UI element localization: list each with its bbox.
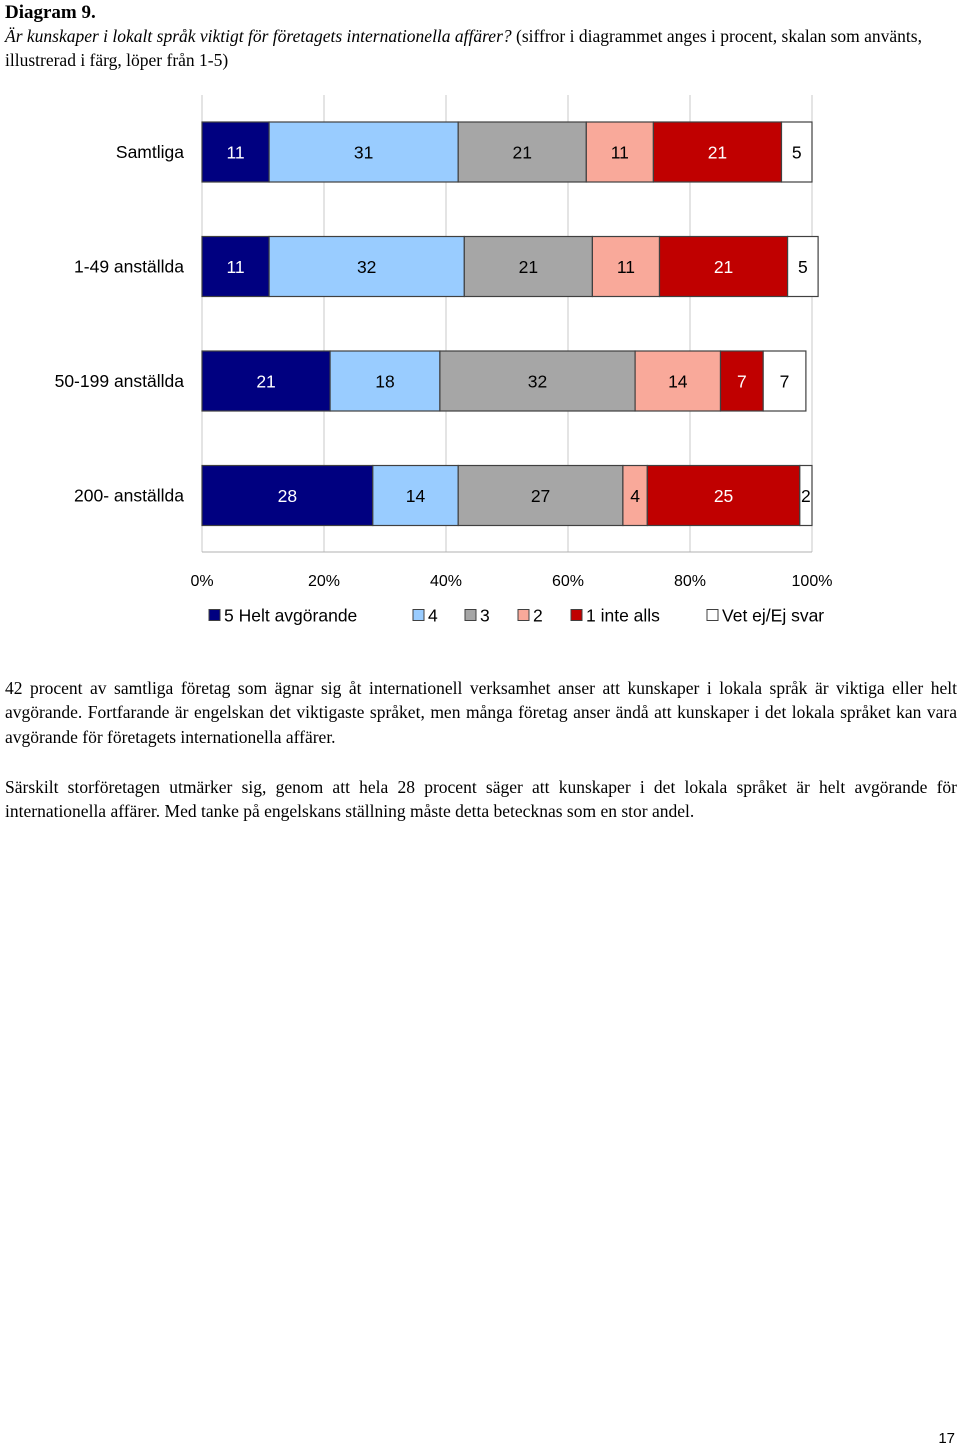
x-tick-label: 80% [674,573,706,590]
bar-segment [585,121,654,183]
bar-segment [799,464,813,527]
bar-segment [652,121,783,183]
legend-label: 5 Helt avgörande [224,606,357,626]
legend-label: 2 [533,606,543,626]
legend-swatch [412,609,425,621]
stacked-bar-chart: Samtliga 11 31 21 11 21 51-49 anställda 11 32 21 1… [55,95,833,626]
data-label: 21 [708,143,727,163]
bar-segment [372,464,459,527]
legend-label: 4 [428,606,438,626]
bar-segment [780,121,813,183]
data-label: 5 [792,143,802,163]
data-label: 11 [611,143,629,163]
body-paragraph-1: 42 procent av samtliga företag som ägnar… [5,677,957,747]
legend-swatch [517,609,530,621]
x-tick-label: 0% [190,573,213,590]
data-label: 5 [798,257,808,277]
x-tick-label: 100% [792,573,833,590]
body-paragraph-2: Särskilt storföretagen utmärker sig, gen… [5,776,957,822]
diagram-question: Är kunskaper i lokalt språk viktigt för … [5,26,512,46]
bar-segment [268,235,465,298]
data-label: 21 [519,257,538,277]
bar-segment [622,464,648,527]
data-label: 28 [278,486,297,506]
bar-segment [646,464,801,527]
bar-segment [719,350,764,412]
bar-segment [463,235,593,298]
bar-segment [201,350,331,412]
diagram-caption: Är kunskaper i lokalt språk viktigt för … [5,24,955,72]
legend-label: 1 inte alls [586,606,660,626]
data-label: 32 [357,257,376,277]
diagram-label: Diagram 9. [5,2,96,23]
legend-label: 3 [480,606,490,626]
diagram-note: (siffror i diagrammet anges i procent, s… [5,26,922,70]
bar-segment [201,235,270,298]
data-label: 7 [737,372,747,392]
x-tick-label: 20% [308,573,340,590]
data-label: 4 [630,486,640,506]
data-label: 21 [714,257,733,277]
data-label: 32 [528,372,547,392]
category-label: 50-199 anställda [55,371,185,391]
data-label: 18 [375,372,394,392]
data-label: 11 [617,257,635,277]
data-label: 14 [406,486,426,506]
legend-swatch [208,609,221,621]
page-number: 17 [938,1430,955,1447]
legend-label: Vet ej/Ej svar [722,606,824,626]
x-tick-label: 60% [552,573,584,590]
legend-swatch [464,609,477,621]
data-label: 21 [256,372,275,392]
x-tick-label: 40% [430,573,462,590]
bar-segment [762,350,807,412]
data-label: 7 [780,372,790,392]
data-label: 31 [354,143,373,163]
category-label: 1-49 anställda [74,257,184,277]
data-label: 27 [531,486,550,506]
category-label: Samtliga [116,142,184,162]
bar-segment [634,350,722,412]
category-label: 200- anställda [74,486,184,506]
data-label: 11 [226,143,244,163]
data-label: 2 [801,486,811,506]
legend-swatch [706,609,719,621]
data-label: 21 [513,143,532,163]
data-label: 25 [714,486,733,506]
bar-segment [457,121,587,183]
legend-swatch [570,609,583,621]
bar-segment [591,235,661,298]
data-label: 11 [226,257,244,277]
data-label: 14 [668,372,688,392]
bar-segment [658,235,789,298]
bar-segment [786,235,819,298]
